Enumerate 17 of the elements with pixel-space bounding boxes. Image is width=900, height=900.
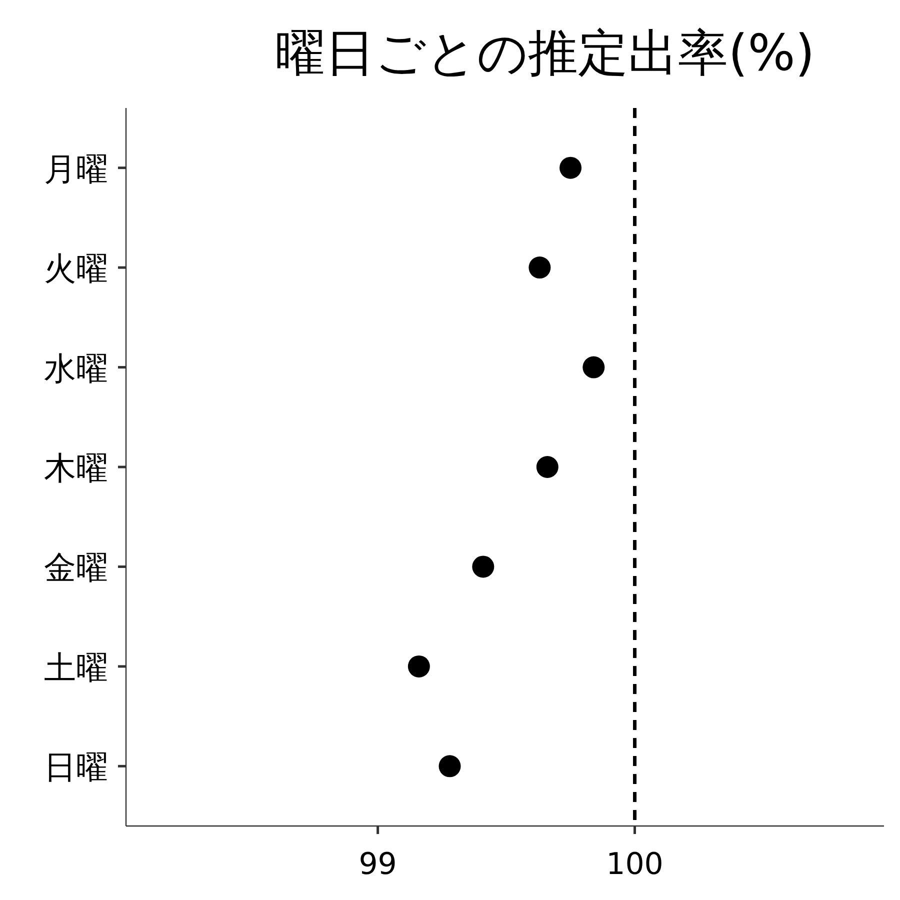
point: [582, 356, 605, 378]
x-tick-label: 99: [358, 847, 397, 882]
y-tick-label: 水曜: [44, 349, 108, 388]
y-tick-label: 木曜: [44, 449, 108, 487]
chart-title: 曜日ごとの推定出率(%): [275, 24, 815, 82]
y-tick-label: 土曜: [44, 648, 108, 686]
point: [408, 655, 430, 678]
x-tick-label: 100: [606, 847, 664, 882]
point: [560, 156, 582, 179]
y-tick-label: 火曜: [44, 250, 108, 288]
point: [536, 456, 558, 478]
y-tick-label: 日曜: [44, 748, 108, 786]
point: [472, 556, 494, 578]
point: [528, 256, 551, 279]
point: [438, 755, 461, 778]
y-tick-label: 金曜: [44, 548, 108, 587]
y-tick-label: 月曜: [44, 150, 108, 188]
